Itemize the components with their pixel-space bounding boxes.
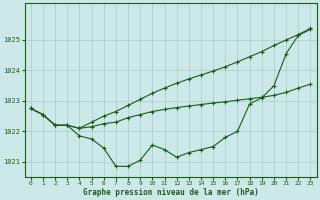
X-axis label: Graphe pression niveau de la mer (hPa): Graphe pression niveau de la mer (hPa) <box>83 188 259 197</box>
